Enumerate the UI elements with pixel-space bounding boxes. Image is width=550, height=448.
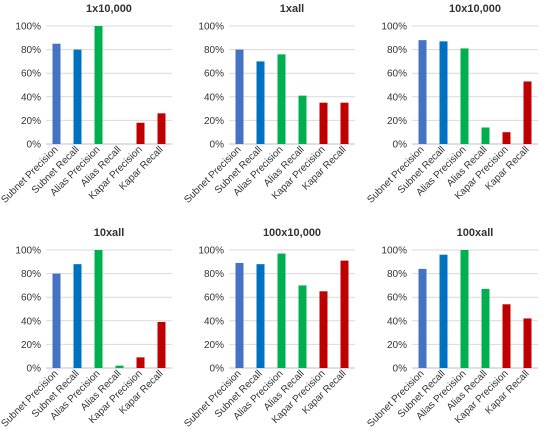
bar <box>235 262 244 368</box>
y-tick-label: 80% <box>387 269 407 280</box>
bar <box>298 285 307 368</box>
y-tick-label: 20% <box>387 116 407 127</box>
bar <box>277 54 286 144</box>
bar <box>481 288 490 368</box>
y-tick-label: 60% <box>387 69 407 80</box>
bar <box>340 102 349 144</box>
y-tick-label: 40% <box>21 92 41 103</box>
y-tick-label: 100% <box>381 246 407 257</box>
bar <box>94 250 103 368</box>
bar <box>481 127 490 144</box>
chart-title: 10x10,000 <box>449 3 501 15</box>
bar <box>52 43 61 145</box>
bar <box>73 264 82 368</box>
y-tick-label: 40% <box>387 92 407 103</box>
y-tick-label: 0% <box>27 364 42 375</box>
y-tick-label: 60% <box>204 69 224 80</box>
y-tick-label: 0% <box>393 364 408 375</box>
bar <box>502 132 511 144</box>
bar <box>319 291 328 368</box>
y-tick-label: 20% <box>387 340 407 351</box>
y-tick-label: 60% <box>387 293 407 304</box>
bar <box>523 81 532 144</box>
chart-title: 100xall <box>457 227 494 239</box>
bar <box>298 95 307 144</box>
bar <box>52 273 61 368</box>
bar <box>319 102 328 144</box>
y-tick-label: 20% <box>21 340 41 351</box>
y-tick-label: 100% <box>15 246 41 257</box>
bar <box>256 61 265 144</box>
bar <box>502 304 511 368</box>
bar <box>460 48 469 144</box>
y-tick-label: 40% <box>21 316 41 327</box>
y-tick-label: 100% <box>198 22 224 33</box>
y-tick-label: 40% <box>387 316 407 327</box>
y-tick-label: 100% <box>15 22 41 33</box>
y-tick-label: 100% <box>198 246 224 257</box>
y-tick-label: 20% <box>204 340 224 351</box>
bar <box>340 260 349 368</box>
chart-title: 100x10,000 <box>263 227 321 239</box>
bar <box>157 113 166 144</box>
bar <box>277 253 286 368</box>
bar <box>115 365 124 368</box>
y-tick-label: 60% <box>204 293 224 304</box>
bar <box>73 49 82 144</box>
y-tick-label: 40% <box>204 316 224 327</box>
bar <box>418 40 427 144</box>
chart-title: 10xall <box>94 227 125 239</box>
bar <box>136 122 145 144</box>
bar <box>439 41 448 145</box>
y-tick-label: 20% <box>21 116 41 127</box>
y-tick-label: 60% <box>21 69 41 80</box>
y-tick-label: 0% <box>27 140 42 151</box>
chart-title: 1xall <box>280 3 304 15</box>
y-tick-label: 80% <box>387 45 407 56</box>
y-tick-label: 0% <box>210 364 225 375</box>
y-tick-label: 80% <box>21 269 41 280</box>
bar <box>136 357 145 368</box>
y-tick-label: 40% <box>204 92 224 103</box>
bar <box>235 49 244 144</box>
bar <box>418 268 427 368</box>
bar <box>256 264 265 368</box>
bar <box>439 254 448 368</box>
y-tick-label: 80% <box>204 45 224 56</box>
bar <box>157 321 166 368</box>
y-tick-label: 100% <box>381 22 407 33</box>
y-tick-label: 80% <box>21 45 41 56</box>
bar <box>94 26 103 144</box>
y-tick-label: 60% <box>21 293 41 304</box>
bar <box>460 250 469 368</box>
chart-title: 1x10,000 <box>86 3 132 15</box>
bar <box>523 318 532 368</box>
y-tick-label: 80% <box>204 269 224 280</box>
y-tick-label: 0% <box>393 140 408 151</box>
y-tick-label: 20% <box>204 116 224 127</box>
y-tick-label: 0% <box>210 140 225 151</box>
